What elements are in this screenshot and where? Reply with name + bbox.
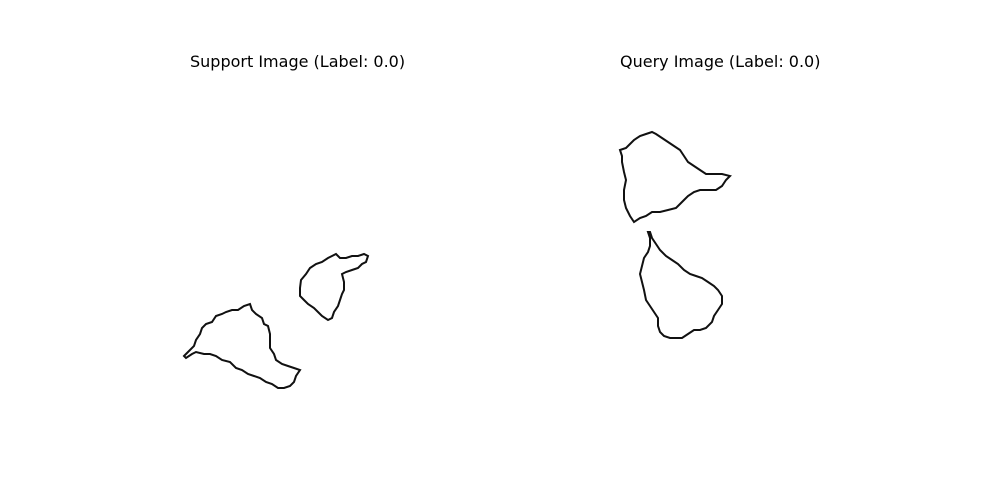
support-panel: Support Image (Label: 0.0) xyxy=(182,52,406,389)
support-title: Support Image (Label: 0.0) xyxy=(190,52,406,71)
query-shape-lower-icon xyxy=(638,231,723,339)
query-shape-upper-icon xyxy=(618,130,732,224)
query-image xyxy=(618,130,732,339)
support-shape-lower-icon xyxy=(182,302,302,389)
support-image xyxy=(182,252,370,389)
query-panel: Query Image (Label: 0.0) xyxy=(500,0,1000,500)
support-shape-upper-icon xyxy=(299,252,370,322)
query-title: Query Image (Label: 0.0) xyxy=(620,52,821,71)
